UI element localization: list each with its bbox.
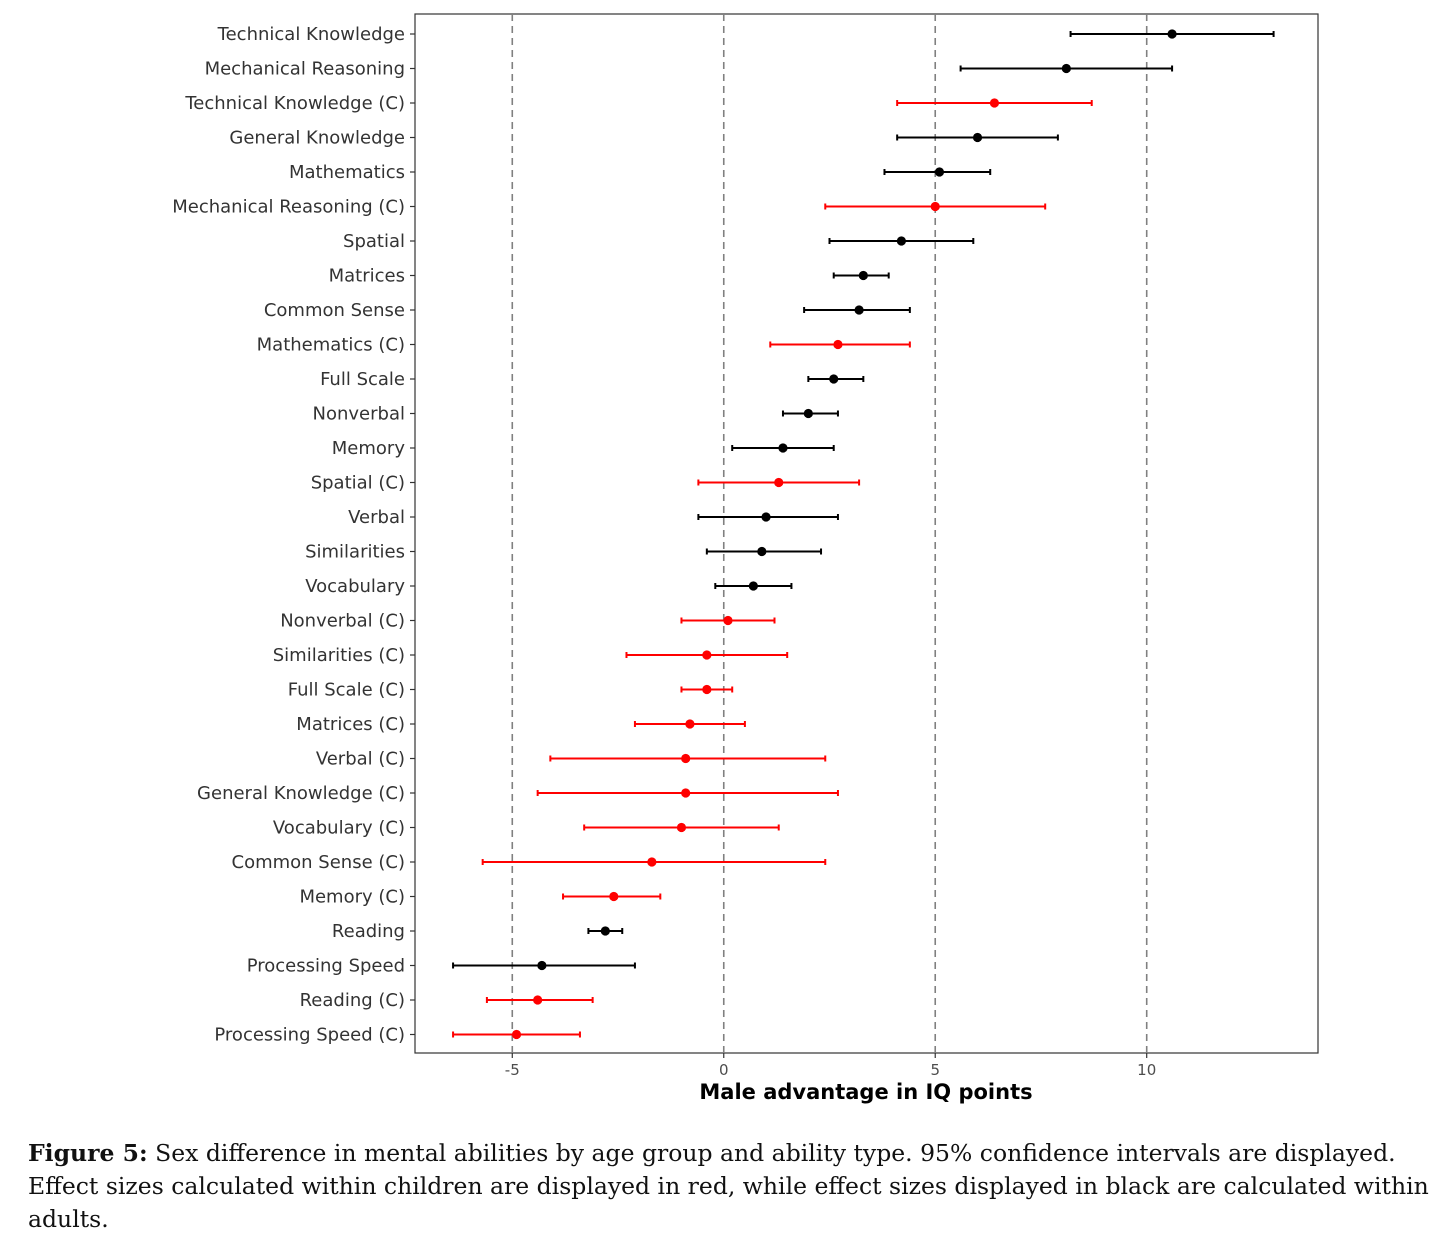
- y-tick-label-common-sense: Common Sense: [264, 300, 405, 321]
- plot-panel-border: [414, 13, 1319, 1054]
- point-vocabulary: [748, 581, 758, 591]
- y-tick-label-nonverbal-c: Nonverbal (C): [280, 611, 405, 632]
- point-mechanical-reasoning-c: [930, 201, 940, 212]
- y-tick-label-mathematics: Mathematics: [289, 162, 405, 183]
- y-tick-label-matrices: Matrices: [329, 266, 405, 287]
- y-axis: Technical Knowledge Mechanical Reasoning T…: [172, 24, 415, 1046]
- point-nonverbal: [803, 408, 813, 419]
- point-mechanical-reasoning: [1061, 63, 1071, 74]
- x-tick-label: 0: [719, 1061, 729, 1079]
- forest-plot-chart: Technical Knowledge Mechanical Reasoning T…: [172, 13, 1319, 1104]
- point-mathematics-c: [833, 339, 843, 350]
- y-tick-label-verbal: Verbal: [348, 507, 405, 528]
- y-tick-label-processing-speed-c: Processing Speed (C): [214, 1025, 405, 1046]
- y-tick-label-vocabulary-c: Vocabulary (C): [273, 818, 405, 839]
- point-estimates: [511, 29, 1177, 1040]
- y-tick-label-spatial: Spatial: [343, 231, 405, 252]
- y-tick-label-technical-knowledge: Technical Knowledge: [217, 24, 405, 45]
- point-general-knowledge-c: [681, 788, 691, 798]
- y-tick-label-reading-c: Reading (C): [300, 990, 405, 1011]
- y-tick-label-mechanical-reasoning: Mechanical Reasoning: [205, 59, 405, 80]
- x-tick-label: 10: [1137, 1061, 1156, 1079]
- y-tick-label-reading: Reading: [332, 921, 405, 942]
- x-axis-title: Male advantage in IQ points: [699, 1080, 1032, 1104]
- point-matrices: [858, 270, 868, 281]
- point-similarities-c: [702, 650, 712, 660]
- y-tick-label-spatial-c: Spatial (C): [311, 473, 405, 494]
- point-general-knowledge: [972, 132, 983, 143]
- y-tick-label-full-scale: Full Scale: [320, 369, 405, 390]
- y-tick-label-mechanical-reasoning-c: Mechanical Reasoning (C): [172, 197, 405, 218]
- y-tick-label-nonverbal: Nonverbal: [313, 404, 405, 425]
- y-tick-label-common-sense-c: Common Sense (C): [232, 852, 406, 873]
- y-tick-label-memory-c: Memory (C): [299, 887, 405, 908]
- forest-plot-figure: Technical Knowledge Mechanical Reasoning T…: [172, 13, 1319, 1104]
- y-tick-label-general-knowledge: General Knowledge: [229, 128, 405, 149]
- point-processing-speed-c: [511, 1029, 522, 1040]
- point-spatial-c: [774, 477, 784, 488]
- x-axis: -5 0 5 10: [505, 1053, 1156, 1079]
- y-tick-label-full-scale-c: Full Scale (C): [288, 680, 405, 701]
- reference-lines: [511, 14, 1148, 1053]
- point-mathematics: [934, 167, 945, 177]
- point-nonverbal-c: [723, 615, 733, 626]
- point-common-sense-c: [647, 857, 657, 867]
- point-processing-speed: [537, 960, 547, 971]
- y-tick-label-processing-speed: Processing Speed: [247, 956, 405, 977]
- caption-text: Sex difference in mental abilities by ag…: [28, 1139, 1429, 1233]
- x-tick-label: 5: [930, 1061, 940, 1079]
- point-spatial: [896, 236, 906, 246]
- y-tick-label-memory: Memory: [332, 438, 406, 459]
- y-tick-label-general-knowledge-c: General Knowledge (C): [197, 783, 405, 804]
- point-memory-c: [609, 891, 619, 902]
- point-common-sense: [854, 305, 864, 315]
- point-matrices-c: [685, 719, 695, 729]
- point-vocabulary-c: [676, 822, 687, 833]
- y-tick-label-verbal-c: Verbal (C): [316, 749, 405, 770]
- point-verbal-c: [681, 753, 691, 764]
- y-tick-label-matrices-c: Matrices (C): [296, 714, 405, 735]
- x-tick-label: -5: [505, 1061, 520, 1079]
- figure-caption: Figure 5: Sex difference in mental abili…: [28, 1137, 1438, 1236]
- y-tick-label-similarities: Similarities: [305, 542, 405, 563]
- point-memory: [778, 443, 788, 453]
- point-technical-knowledge: [1167, 29, 1177, 39]
- point-similarities: [757, 546, 767, 557]
- point-technical-knowledge-c: [989, 98, 1000, 108]
- y-tick-label-technical-knowledge-c: Technical Knowledge (C): [184, 93, 405, 114]
- point-full-scale: [829, 374, 839, 384]
- point-full-scale-c: [702, 684, 712, 695]
- y-tick-label-vocabulary: Vocabulary: [305, 576, 405, 597]
- point-verbal: [761, 512, 771, 522]
- caption-label: Figure 5:: [28, 1139, 148, 1167]
- y-tick-label-similarities-c: Similarities (C): [273, 645, 405, 666]
- point-reading-c: [533, 995, 543, 1005]
- y-tick-label-mathematics-c: Mathematics (C): [257, 335, 405, 356]
- point-reading: [600, 926, 610, 936]
